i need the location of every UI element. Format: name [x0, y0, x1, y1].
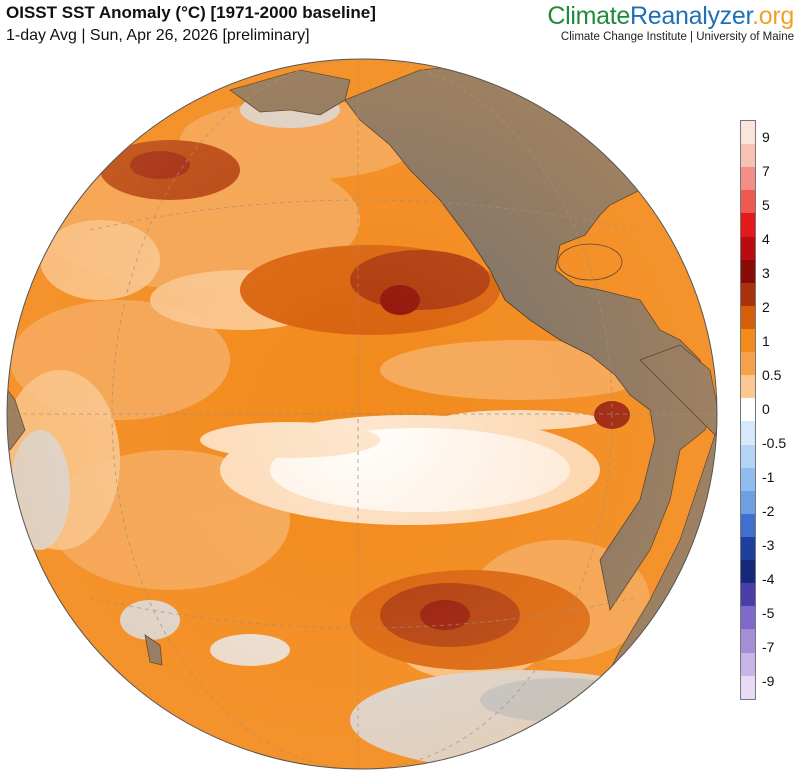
color-scale-swatch: [741, 583, 755, 607]
color-scale-label: 4: [762, 231, 770, 247]
color-scale-swatch: [741, 259, 755, 283]
color-scale-label: 9: [762, 129, 770, 145]
color-scale-label: -1: [762, 469, 775, 485]
limb-shading: [7, 59, 717, 769]
color-scale-swatch: [741, 190, 755, 214]
color-scale-label: -0.5: [762, 435, 787, 451]
color-scale-label: -7: [762, 639, 775, 655]
color-scale-swatch: [741, 536, 755, 561]
color-scale-label: 3: [762, 265, 770, 281]
color-scale-swatch: [741, 352, 755, 376]
color-scale-swatch: [741, 421, 755, 445]
color-scale-bar: [740, 120, 756, 700]
color-scale-label: 2: [762, 299, 770, 315]
globe-outline: [6, 58, 718, 770]
color-scale-swatch: [741, 398, 755, 422]
color-scale-swatch: [741, 490, 755, 514]
color-scale-label: 1: [762, 333, 770, 349]
brand-logo-part-reanalyzer: Reanalyzer: [630, 2, 753, 30]
color-scale-label: -2: [762, 503, 775, 519]
color-scale-swatch: [741, 167, 755, 191]
color-scale-label: 7: [762, 163, 770, 179]
brand-logo-part-climate: Climate: [547, 2, 631, 30]
color-scale-label: 0.5: [762, 367, 782, 383]
color-scale-label: -4: [762, 571, 775, 587]
color-scale-swatch: [741, 629, 755, 653]
color-scale-swatch: [741, 652, 755, 676]
color-scale-swatch: [741, 675, 755, 699]
color-scale-swatch: [741, 213, 755, 237]
chart-subtitle: 1-day Avg | Sun, Apr 26, 2026 [prelimina…: [6, 27, 310, 44]
color-scale-label: -3: [762, 537, 775, 553]
color-scale-swatch: [741, 560, 755, 584]
color-scale-label: 0: [762, 401, 770, 417]
color-scale-swatch: [741, 121, 755, 145]
color-scale-swatch: [741, 282, 755, 306]
chart-title: OISST SST Anomaly (°C) [1971-2000 baseli…: [6, 3, 376, 22]
brand-logo-part-org: .org: [752, 2, 794, 30]
color-scale-swatch: [741, 375, 755, 399]
color-scale-swatch: [741, 328, 755, 353]
color-scale-swatch: [741, 444, 755, 468]
color-scale-swatch: [741, 305, 755, 329]
color-scale-label: -5: [762, 605, 775, 621]
color-scale-swatch: [741, 467, 755, 491]
color-scale-swatch: [741, 513, 755, 537]
color-scale-swatch: [741, 236, 755, 260]
institution-credit: Climate Change Institute | University of…: [560, 31, 794, 43]
color-scale-label: 5: [762, 197, 770, 213]
color-scale-label: -9: [762, 673, 775, 689]
color-scale-swatch: [741, 144, 755, 168]
brand-logo[interactable]: ClimateReanalyzer.org: [547, 2, 794, 31]
color-scale-swatch: [741, 606, 755, 630]
